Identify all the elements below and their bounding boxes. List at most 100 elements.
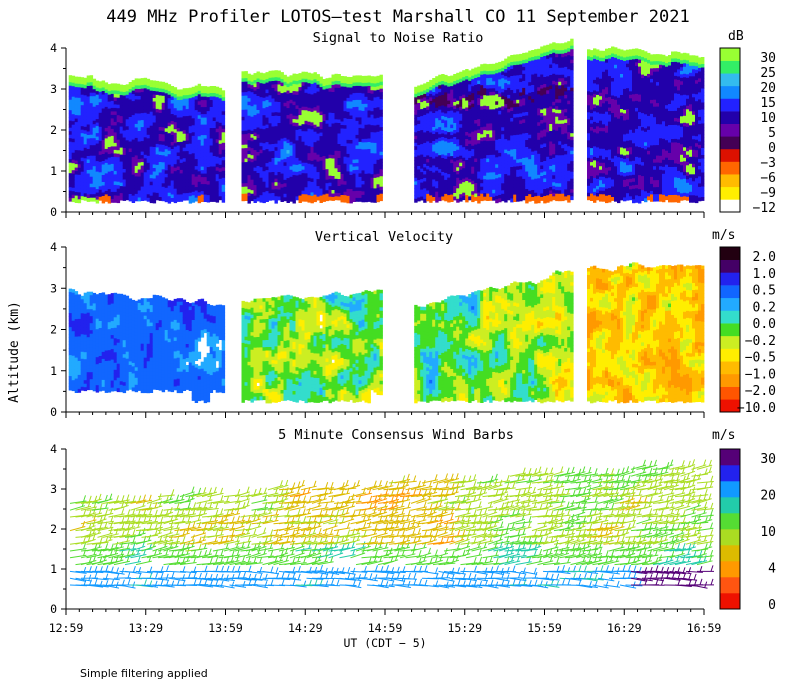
snr-cell xyxy=(209,138,214,143)
snr-cell xyxy=(465,76,469,80)
snr-cell xyxy=(161,92,166,97)
snr-cell xyxy=(262,111,266,116)
snr-cell xyxy=(247,175,251,180)
snr-cell xyxy=(80,108,85,113)
snr-cell xyxy=(346,132,350,137)
snr-cell xyxy=(429,142,433,147)
snr-cell xyxy=(435,93,439,98)
snr-cell xyxy=(310,111,314,116)
snr-cell xyxy=(367,177,371,181)
snr-cell xyxy=(104,85,109,90)
snr-cell xyxy=(161,179,166,184)
snr-cell xyxy=(468,157,472,162)
snr-cell xyxy=(370,90,374,95)
snr-cell xyxy=(444,95,448,100)
snr-cell xyxy=(352,173,356,178)
snr-cell xyxy=(125,182,130,187)
snr-cell xyxy=(68,99,73,104)
snr-cell xyxy=(247,178,251,183)
snr-cell xyxy=(349,115,353,120)
snr-cell xyxy=(283,151,287,156)
snr-cell xyxy=(507,189,511,194)
snr-cell xyxy=(435,188,439,193)
snr-cell xyxy=(158,183,163,187)
snr-cell xyxy=(471,103,475,108)
snr-cell xyxy=(316,186,320,190)
snr-cell xyxy=(328,144,332,149)
snr-cell xyxy=(450,152,454,157)
snr-cell xyxy=(218,140,223,145)
snr-cell xyxy=(331,197,335,201)
snr-cell xyxy=(316,98,320,103)
snr-cell xyxy=(265,89,269,94)
snr-cell xyxy=(462,189,466,194)
snr-cell xyxy=(495,136,499,141)
snr-cell xyxy=(522,189,526,194)
snr-cell xyxy=(271,161,275,166)
snr-cell xyxy=(125,129,130,134)
snr-cell xyxy=(426,190,430,195)
snr-cell xyxy=(107,164,112,169)
snr-cell xyxy=(337,161,341,166)
snr-cell xyxy=(265,75,269,80)
snr-cell xyxy=(161,134,166,139)
snr-cell xyxy=(373,104,377,109)
snr-cell xyxy=(459,152,463,157)
snr-cell xyxy=(143,158,148,163)
snr-cell xyxy=(104,110,109,115)
snr-cell xyxy=(191,125,196,130)
snr-cell xyxy=(301,159,305,164)
snr-cell xyxy=(432,120,436,124)
snr-cell xyxy=(456,142,460,147)
snr-cell xyxy=(191,97,196,102)
snr-cell xyxy=(322,107,326,111)
snr-cell xyxy=(188,157,193,162)
snr-cell xyxy=(516,162,520,167)
snr-cell xyxy=(286,125,290,130)
snr-cell xyxy=(307,93,311,98)
snr-cell xyxy=(498,93,502,98)
snr-cell xyxy=(253,164,257,168)
snr-cell xyxy=(244,151,248,156)
snr-cell xyxy=(256,117,260,121)
snr-cell xyxy=(170,114,175,118)
snr-cell xyxy=(68,89,73,94)
snr-cell xyxy=(346,83,350,88)
snr-cell xyxy=(465,125,469,129)
snr-cell xyxy=(501,123,505,128)
snr-cell xyxy=(438,186,442,191)
snr-cell xyxy=(92,117,97,122)
snr-cell xyxy=(453,151,457,155)
snr-cell xyxy=(465,146,469,150)
snr-cell xyxy=(286,160,290,165)
snr-cell xyxy=(221,107,226,112)
snr-cell xyxy=(510,118,514,122)
snr-cell xyxy=(191,139,196,144)
snr-cell xyxy=(510,111,514,115)
snr-cell xyxy=(307,132,311,137)
snr-cell xyxy=(104,194,109,199)
snr-cell xyxy=(501,151,505,156)
snr-cell xyxy=(340,97,344,101)
snr-cell xyxy=(143,88,148,93)
snr-cell xyxy=(364,128,368,133)
snr-cell xyxy=(435,83,439,88)
snr-cell xyxy=(262,129,266,134)
snr-cell xyxy=(170,152,175,157)
snr-cell xyxy=(125,185,130,190)
snr-cell xyxy=(456,198,460,203)
snr-cell xyxy=(373,107,377,112)
snr-cell xyxy=(420,175,424,180)
snr-cell xyxy=(218,101,223,106)
snr-cell xyxy=(504,135,508,140)
snr-cell xyxy=(71,163,76,168)
snr-cell xyxy=(173,97,178,102)
snr-cell xyxy=(253,157,257,161)
snr-cell xyxy=(161,99,166,104)
snr-cell xyxy=(119,189,124,194)
snr-cell xyxy=(340,139,344,143)
snr-cell xyxy=(507,175,511,180)
snr-cell xyxy=(274,80,278,85)
snr-cell xyxy=(262,87,266,92)
snr-cell xyxy=(95,199,100,204)
